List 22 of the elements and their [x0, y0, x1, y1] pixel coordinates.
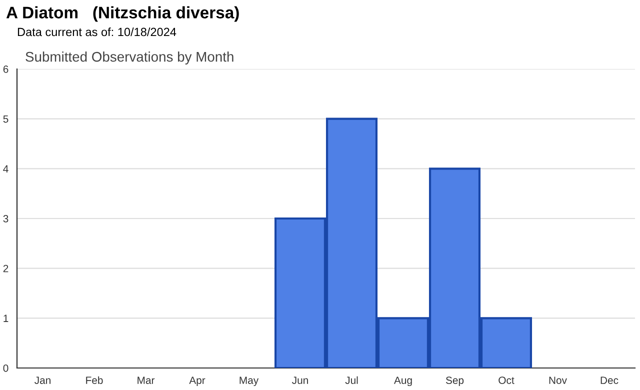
y-tick-label: 1 [4, 314, 8, 322]
y-tick-label: 4 [3, 165, 8, 172]
x-tick-label: Jun [292, 376, 308, 384]
x-tick-label: May [240, 376, 259, 386]
chart-title: A Diatom (Nitzschia diversa) [6, 6, 239, 22]
x-tick-label: Dec [600, 376, 618, 384]
x-tick-label: Jul [345, 376, 358, 384]
y-tick-label: 6 [3, 66, 8, 73]
x-tick-label: Aug [394, 376, 412, 386]
x-tick-label: Jan [34, 376, 50, 384]
y-tick-label: 2 [3, 264, 8, 272]
x-tick-label: Nov [549, 376, 567, 384]
x-tick-label: Apr [189, 376, 206, 386]
x-tick-label: Oct [498, 376, 514, 384]
y-tick-label: 5 [3, 115, 8, 123]
y-tick-label: 0 [3, 364, 8, 372]
chart-subtitle: Data current as of: 10/18/2024 [18, 28, 176, 36]
text: Submitted Observations by Month [26, 52, 234, 64]
x-tick-label: Mar [138, 376, 155, 384]
x-tick-label: Sep [446, 376, 464, 386]
x-tick-label: Feb [86, 376, 103, 384]
y-tick-label: 3 [3, 215, 8, 222]
